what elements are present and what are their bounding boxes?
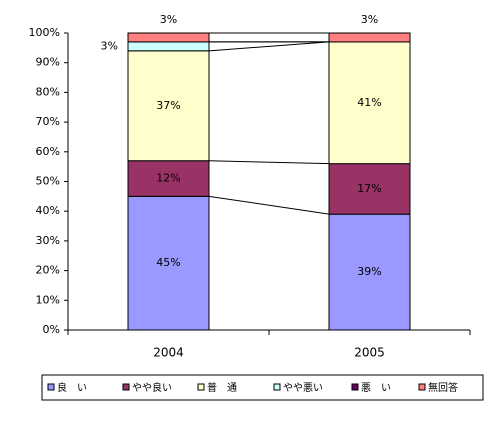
bar-segment <box>328 32 411 43</box>
legend-label: 普 通 <box>207 381 237 394</box>
series-line <box>208 160 330 165</box>
legend-swatch <box>122 383 130 391</box>
data-label: 45% <box>156 256 180 269</box>
y-tick-label: 20% <box>36 264 60 277</box>
bar-segment <box>328 213 411 331</box>
y-tick-label: 0% <box>43 323 60 336</box>
x-tick-label: 2004 <box>153 346 184 360</box>
legend-label: やや悪い <box>283 382 323 394</box>
y-tick-label: 60% <box>36 145 60 158</box>
bar-segment <box>127 160 210 197</box>
legend-swatch <box>418 383 426 391</box>
y-tick-label: 10% <box>36 293 60 306</box>
y-tick-label: 70% <box>36 115 60 128</box>
legend-label: 良 い <box>57 381 87 394</box>
y-tick-label: 40% <box>36 204 60 217</box>
bar-segment <box>127 41 210 52</box>
legend-swatch <box>273 383 281 391</box>
y-tick-label: 80% <box>36 85 60 98</box>
x-tick-label: 2005 <box>354 346 385 360</box>
data-label: 3% <box>160 13 177 26</box>
series-line <box>208 41 330 52</box>
legend-box <box>41 374 484 401</box>
bar-segment <box>328 41 411 165</box>
legend-swatch <box>351 383 359 391</box>
legend-label: 無回答 <box>428 381 458 394</box>
data-label: 3% <box>101 39 118 52</box>
data-label: 3% <box>361 13 378 26</box>
y-tick-label: 50% <box>36 175 60 188</box>
data-label: 37% <box>156 99 180 112</box>
legend-label: やや良い <box>132 381 172 394</box>
legend-label: 悪 い <box>361 382 391 394</box>
data-label: 39% <box>357 265 381 278</box>
legend-swatch <box>47 383 55 391</box>
bar-segment <box>328 163 411 215</box>
y-tick-label: 30% <box>36 234 60 247</box>
series-line <box>208 195 330 215</box>
bar-segment <box>127 32 210 43</box>
y-tick-label: 100% <box>29 26 60 39</box>
y-tick-label: 90% <box>36 56 60 69</box>
bar-segment <box>127 50 210 162</box>
bar-segment <box>127 195 210 331</box>
legend-swatch <box>197 383 205 391</box>
data-label: 41% <box>357 96 381 109</box>
data-label: 12% <box>156 172 180 185</box>
data-label: 17% <box>357 182 381 195</box>
